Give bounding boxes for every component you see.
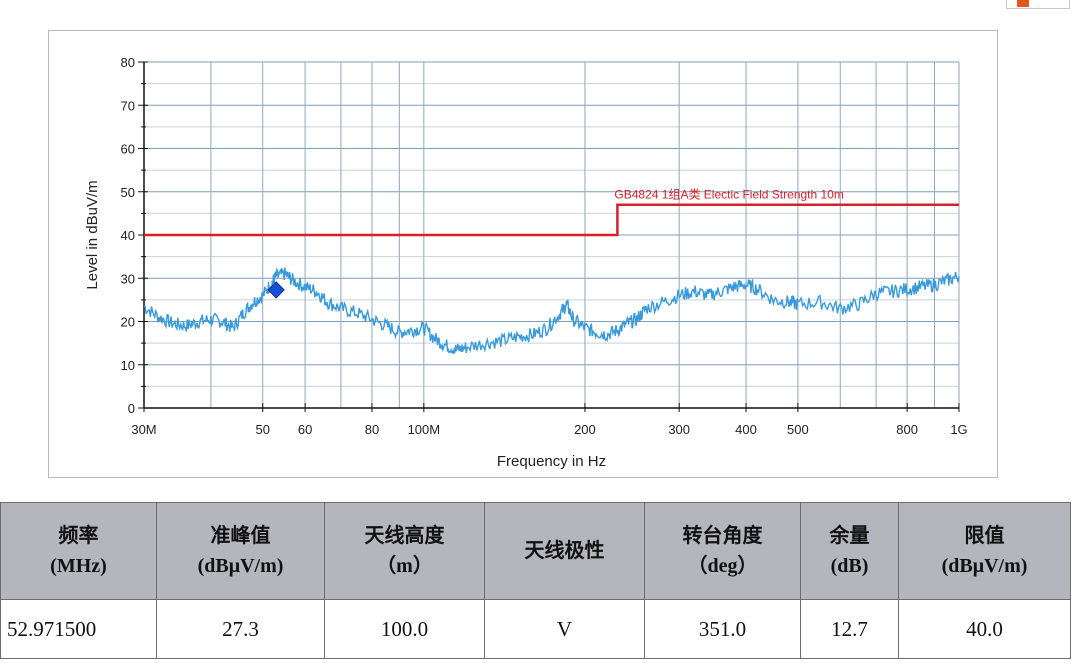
limit-line-label: GB4824 1组A类 Electic Field Strength 10m bbox=[614, 188, 843, 202]
y-tick-label: 0 bbox=[128, 401, 135, 416]
axes bbox=[138, 61, 960, 412]
results-table: 频率 (MHz) 准峰值 (dBμV/m) 天线高度 （m） 天线极性 转台角度 （deg） 余量… bbox=[0, 502, 1071, 659]
y-tick-label: 70 bbox=[121, 98, 135, 113]
y-tick-label: 20 bbox=[121, 315, 135, 330]
table-header-cell: 天线高度 （m） bbox=[324, 502, 485, 600]
header-text: （m） bbox=[376, 555, 433, 577]
table-cell: 100.0 bbox=[324, 599, 485, 659]
table-cell: 351.0 bbox=[644, 599, 801, 659]
table-header-cell: 准峰值 (dBμV/m) bbox=[156, 502, 325, 600]
header-text: (MHz) bbox=[50, 555, 107, 577]
table-header-row: 频率 (MHz) 准峰值 (dBμV/m) 天线高度 （m） 天线极性 转台角度 （deg） 余量… bbox=[0, 502, 1071, 600]
accent-icon bbox=[1017, 0, 1029, 7]
table-body: 52.971500 27.3 100.0 V 351.0 12.7 40.0 bbox=[0, 599, 1071, 659]
x-tick-label: 800 bbox=[896, 422, 918, 437]
x-tick-label: 80 bbox=[365, 422, 379, 437]
x-tick-label: 200 bbox=[574, 422, 596, 437]
header-text: 天线高度 bbox=[364, 525, 445, 547]
table-cell: 12.7 bbox=[800, 599, 899, 659]
x-axis-title: Frequency in Hz bbox=[497, 453, 606, 470]
series-layer bbox=[143, 203, 960, 355]
y-tick-label: 10 bbox=[121, 358, 135, 373]
peak-marker bbox=[267, 281, 285, 299]
header-text: 限值 bbox=[964, 525, 1005, 547]
table-cell: 40.0 bbox=[898, 599, 1071, 659]
table-header-cell: 频率 (MHz) bbox=[0, 502, 157, 600]
table-header-cell: 限值 (dBμV/m) bbox=[898, 502, 1071, 600]
x-tick-label: 60 bbox=[298, 422, 312, 437]
table-cell: 52.971500 bbox=[0, 599, 157, 659]
y-tick-label: 60 bbox=[121, 142, 135, 157]
header-text: （deg） bbox=[687, 555, 758, 577]
header-text: 频率 bbox=[58, 525, 99, 547]
y-tick-label: 40 bbox=[121, 228, 135, 243]
table-cell: V bbox=[484, 599, 645, 659]
header-text: 准峰值 bbox=[210, 525, 271, 547]
y-axis-title: Level in dBuV/m bbox=[84, 180, 101, 289]
y-tick-label: 80 bbox=[121, 55, 135, 70]
table-header-cell: 余量 (dB) bbox=[800, 502, 899, 600]
corner-toolbar-widget[interactable] bbox=[1006, 0, 1070, 9]
table-cell: 27.3 bbox=[156, 599, 325, 659]
y-tick-label: 50 bbox=[121, 185, 135, 200]
measured-trace bbox=[143, 267, 960, 355]
x-tick-label: 300 bbox=[668, 422, 690, 437]
x-tick-label: 1G bbox=[950, 422, 967, 437]
emission-chart: 0 10 20 30 40 50 60 70 80 30M 50 60 80 100M 200 300 400 5… bbox=[84, 55, 968, 470]
header-text: (dBμV/m) bbox=[941, 555, 1028, 577]
table-row: 52.971500 27.3 100.0 V 351.0 12.7 40.0 bbox=[0, 599, 1071, 659]
limit-line bbox=[144, 203, 959, 237]
table-header-cell: 转台角度 （deg） bbox=[644, 502, 801, 600]
table-header-cell: 天线极性 bbox=[484, 502, 645, 600]
x-tick-label: 400 bbox=[735, 422, 757, 437]
header-text: (dBμV/m) bbox=[197, 555, 284, 577]
header-text: 天线极性 bbox=[524, 540, 605, 562]
x-tick-label: 50 bbox=[255, 422, 269, 437]
chart-frame: 0 10 20 30 40 50 60 70 80 30M 50 60 80 100M 200 300 400 5… bbox=[48, 30, 998, 478]
labels: 0 10 20 30 40 50 60 70 80 30M 50 60 80 100M 200 300 400 5… bbox=[84, 55, 968, 470]
header-text: (dB) bbox=[830, 555, 869, 577]
x-tick-label: 500 bbox=[787, 422, 809, 437]
y-tick-label: 30 bbox=[121, 271, 135, 286]
header-text: 转台角度 bbox=[682, 525, 763, 547]
x-tick-label: 100M bbox=[408, 422, 441, 437]
x-tick-label: 30M bbox=[131, 422, 156, 437]
header-text: 余量 bbox=[829, 525, 870, 547]
